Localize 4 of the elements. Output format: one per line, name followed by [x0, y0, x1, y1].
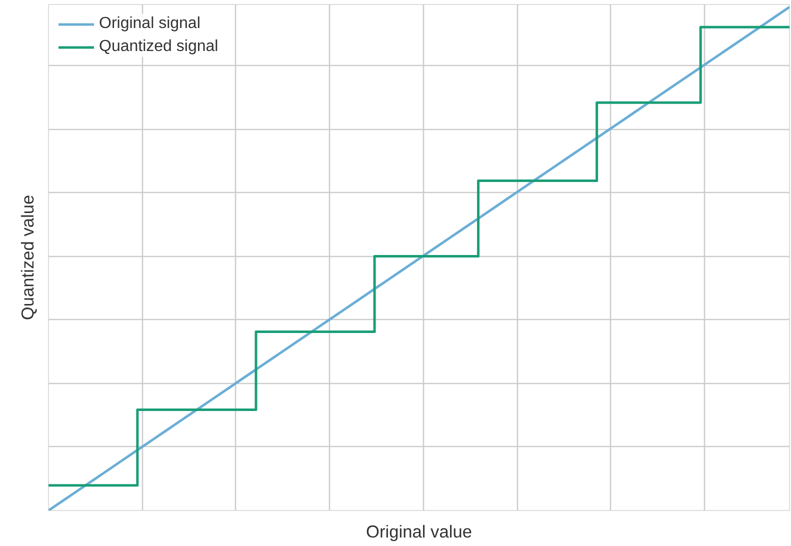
- y-axis-title: Quantized value: [18, 194, 38, 320]
- legend-label: Original signal: [99, 15, 200, 33]
- x-axis-title: Original value: [366, 522, 472, 542]
- legend-label: Quantized signal: [99, 38, 218, 56]
